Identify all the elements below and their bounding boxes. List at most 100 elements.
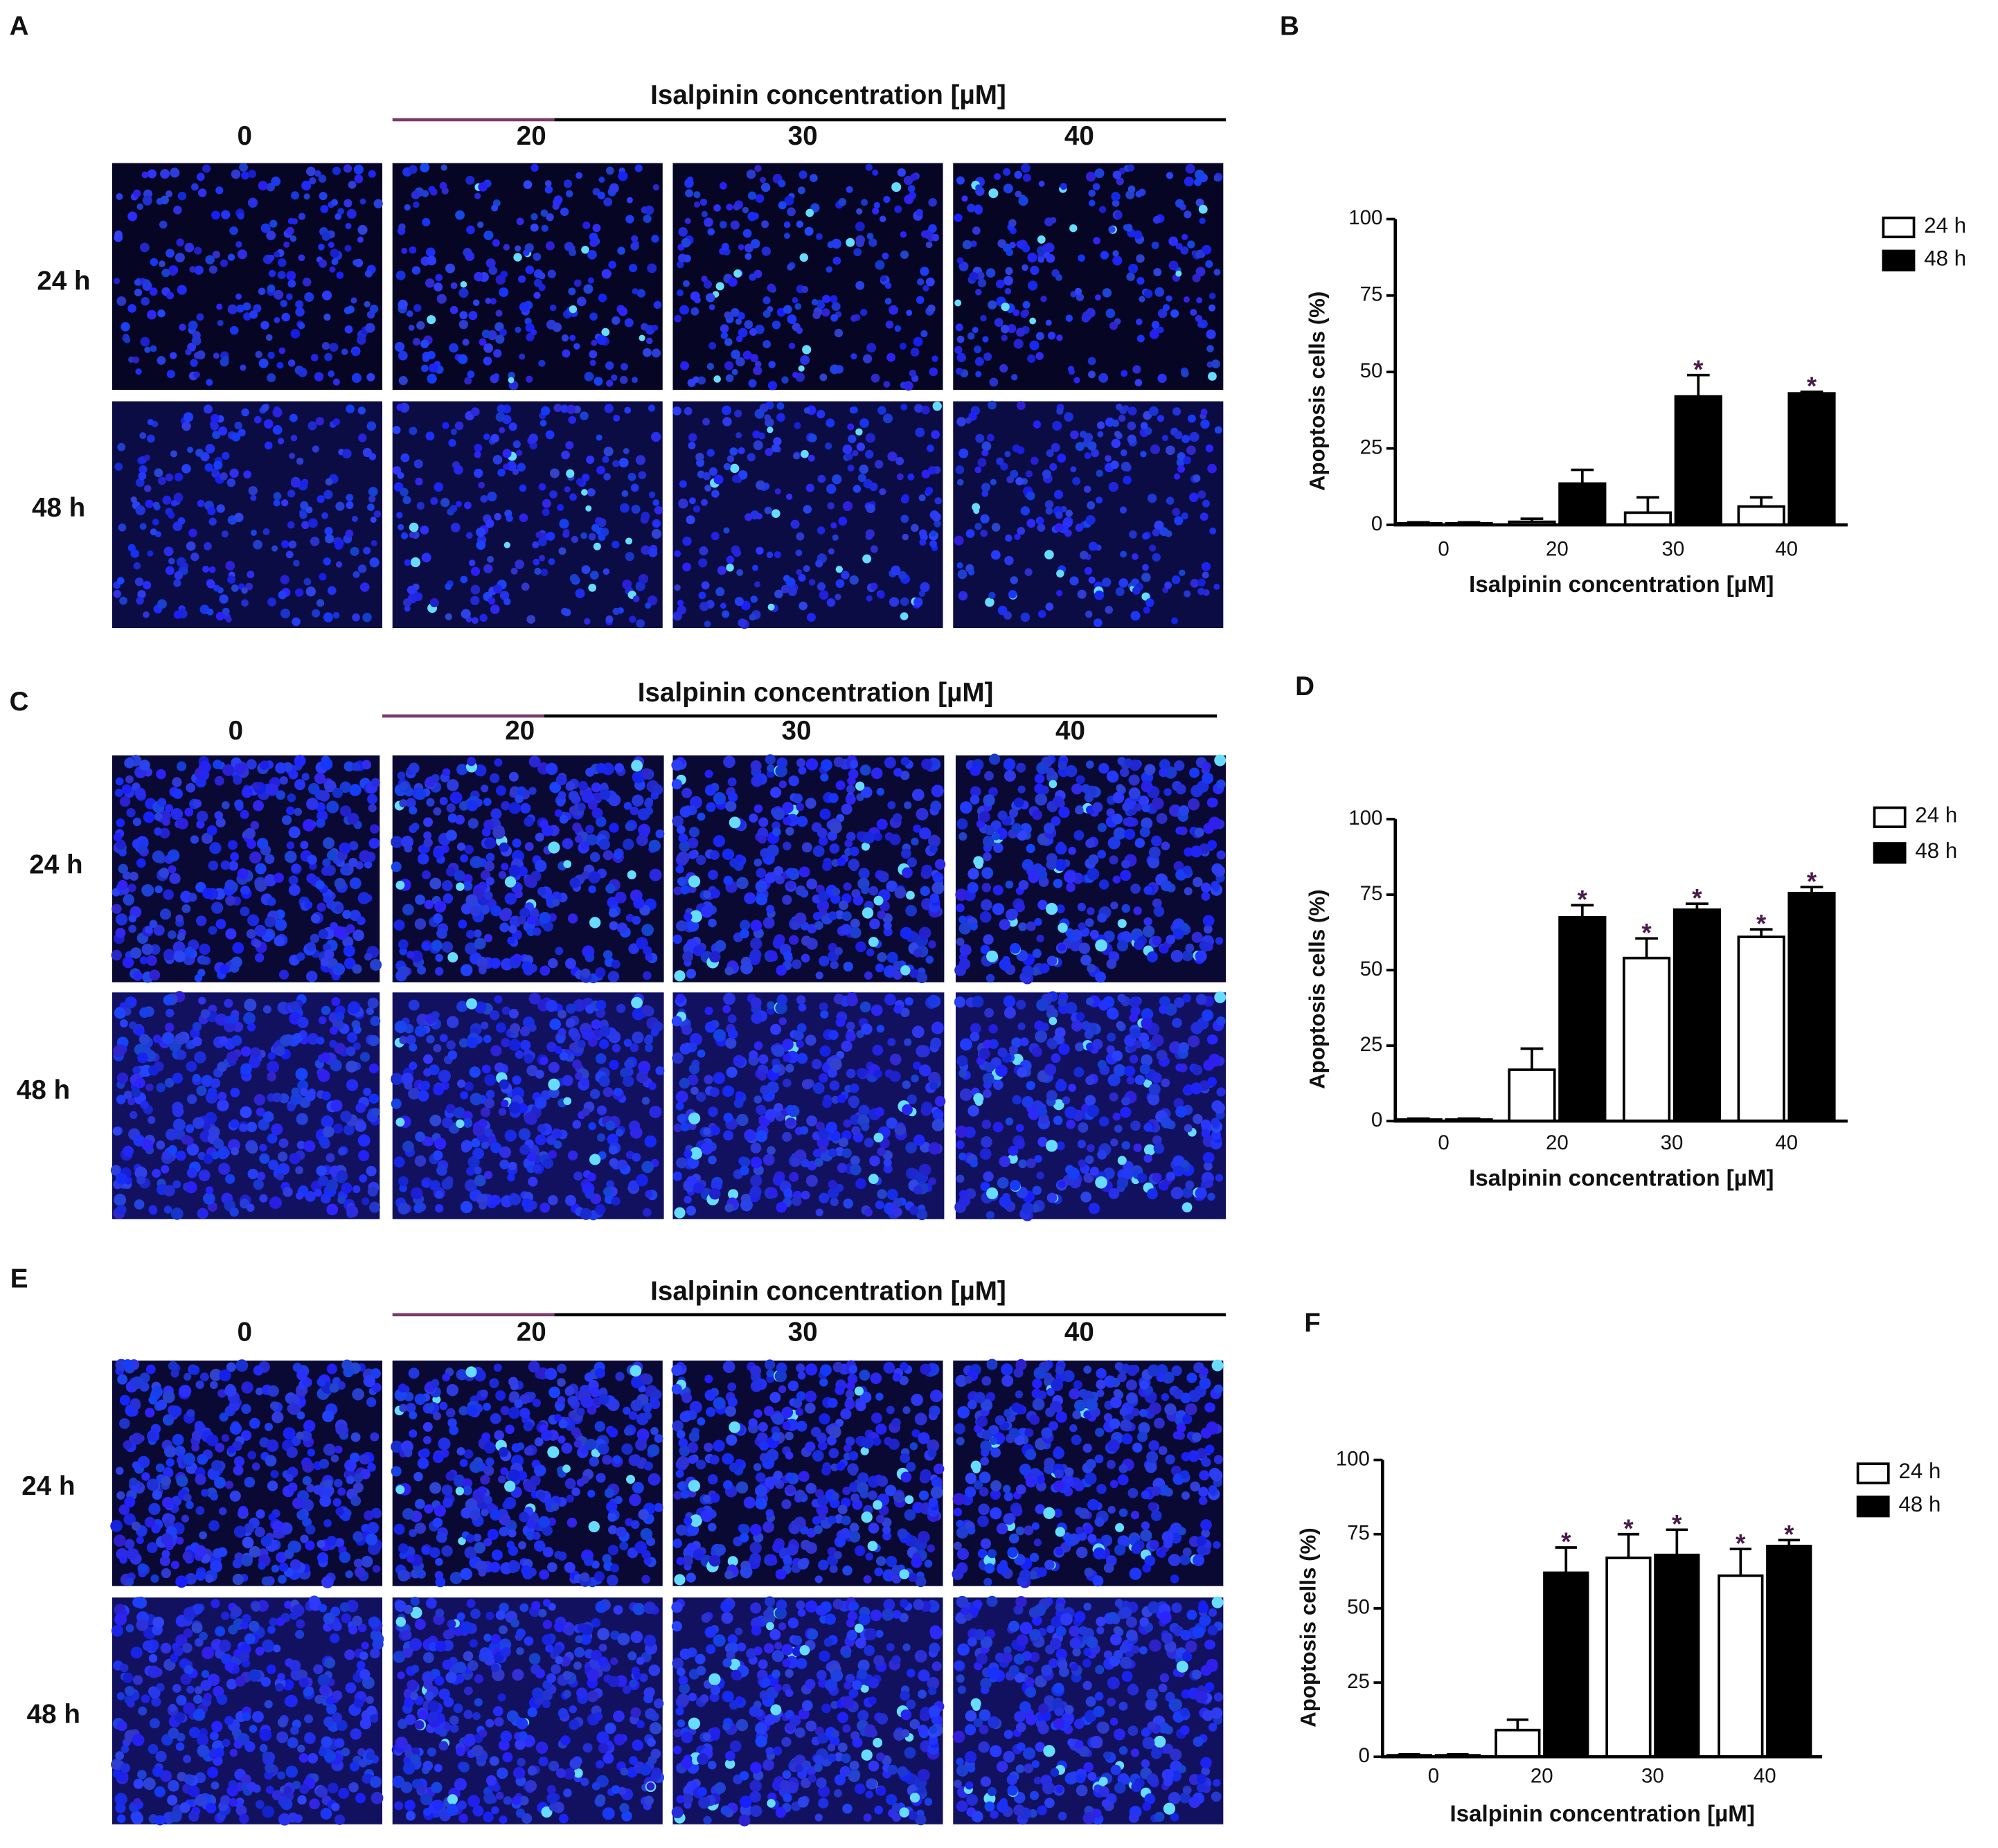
- cell: [247, 1023, 256, 1032]
- cell: [211, 901, 224, 914]
- cell: [413, 592, 423, 602]
- cell: [1018, 1159, 1028, 1169]
- cell: [1136, 319, 1143, 325]
- cell: [136, 203, 143, 210]
- cell: [767, 603, 775, 611]
- cell: [542, 921, 553, 932]
- cell: [259, 1153, 270, 1164]
- cell: [537, 887, 546, 896]
- cell: [883, 1158, 892, 1167]
- cell: [585, 952, 595, 962]
- cell: [1036, 1172, 1044, 1180]
- cell: [493, 584, 503, 594]
- cell: [981, 483, 990, 492]
- cell: [221, 801, 230, 809]
- cell: [677, 1114, 686, 1122]
- cell: [369, 557, 380, 568]
- cell: [822, 1098, 832, 1109]
- cell: [370, 517, 377, 523]
- cell: [974, 861, 983, 869]
- cell: [470, 905, 481, 917]
- cell: [977, 278, 987, 287]
- cell: [345, 529, 354, 538]
- cell: [904, 801, 912, 809]
- cell: [837, 1094, 846, 1104]
- cell: [1141, 1017, 1153, 1030]
- cell: [1132, 553, 1139, 560]
- cell: [443, 893, 454, 904]
- cell: [483, 433, 490, 440]
- cell: [582, 221, 591, 229]
- cell: [434, 282, 443, 292]
- cell: [202, 164, 211, 173]
- cell: [318, 174, 327, 183]
- cell: [329, 1039, 337, 1048]
- cell: [750, 919, 762, 932]
- cell: [404, 844, 413, 853]
- cell: [859, 764, 871, 776]
- cell: [127, 211, 138, 222]
- cell: [778, 780, 787, 789]
- cell: [1013, 309, 1020, 316]
- cell: [125, 775, 134, 784]
- cell: [140, 337, 150, 347]
- cell: [808, 579, 816, 586]
- cell: [591, 1019, 602, 1030]
- cell: [803, 505, 812, 514]
- cell: [776, 402, 785, 410]
- cell: [1191, 931, 1203, 943]
- cell: [208, 566, 216, 573]
- cell: [821, 759, 832, 771]
- cell: [783, 233, 790, 240]
- cell: [750, 1142, 762, 1154]
- cell: [533, 291, 541, 299]
- cell: [548, 841, 560, 854]
- cell: [843, 882, 852, 891]
- cell: [875, 1200, 884, 1210]
- cell: [350, 297, 357, 304]
- cell: [206, 580, 215, 589]
- cell: [724, 966, 734, 976]
- cell: [871, 1004, 883, 1016]
- cell: [1055, 843, 1067, 855]
- cell: [603, 1087, 614, 1097]
- cell: [651, 431, 661, 442]
- cell: [812, 311, 821, 320]
- cell: [157, 309, 166, 318]
- cell: [481, 1141, 489, 1149]
- cell: [704, 620, 711, 628]
- cell: [371, 539, 377, 547]
- cell: [494, 758, 503, 767]
- cell: [192, 1021, 202, 1032]
- cell: [629, 264, 638, 273]
- cell: [562, 529, 570, 536]
- cell: [894, 325, 902, 332]
- cell: [329, 266, 336, 273]
- cell: [230, 1119, 240, 1129]
- cell: [862, 907, 874, 919]
- cell: [159, 908, 172, 920]
- cell: [274, 251, 280, 258]
- cell: [539, 555, 546, 562]
- cell: [983, 1089, 992, 1098]
- cell: [159, 827, 170, 838]
- cell: [369, 304, 379, 314]
- cell: [539, 911, 551, 924]
- cell: [1109, 321, 1118, 330]
- cell: [883, 921, 892, 931]
- cell: [575, 589, 585, 599]
- cell: [242, 302, 251, 311]
- cell: [676, 920, 688, 932]
- cell: [869, 918, 880, 930]
- cell: [483, 861, 494, 872]
- cell: [1114, 211, 1123, 219]
- cell: [1114, 431, 1121, 438]
- cell: [679, 806, 691, 818]
- cell: [981, 1120, 992, 1129]
- cell: [1005, 267, 1013, 276]
- cell: [636, 289, 645, 298]
- cell: [136, 1176, 145, 1185]
- cell: [1216, 1016, 1226, 1026]
- cell: [392, 426, 401, 435]
- cell: [316, 810, 328, 822]
